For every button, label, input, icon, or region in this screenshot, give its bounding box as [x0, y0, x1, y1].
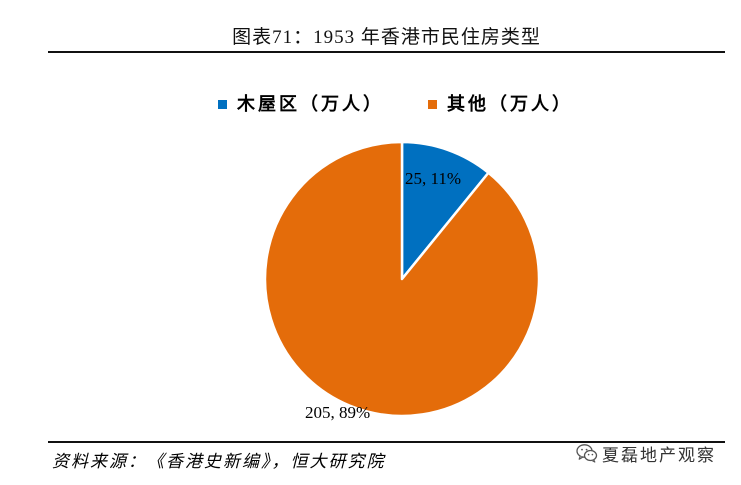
- legend-label-wooden-huts: 木屋区（万人）: [237, 94, 384, 114]
- watermark: 夏磊地产观察: [576, 442, 716, 465]
- title-divider: [48, 51, 725, 53]
- legend-swatch-others: [428, 99, 437, 109]
- legend-swatch-wooden-huts: [218, 99, 227, 109]
- legend-item-wooden-huts: 木屋区（万人）: [218, 92, 384, 116]
- wechat-icon: [576, 444, 598, 463]
- footer-divider: [48, 441, 725, 443]
- watermark-text: 夏磊地产观察: [602, 445, 716, 465]
- legend-label-others: 其他（万人）: [447, 94, 573, 114]
- chart-title: 图表71：1953 年香港市民住房类型: [232, 27, 541, 48]
- data-label-others: 205, 89%: [305, 403, 370, 422]
- pie-slice-wooden-huts: [400, 140, 490, 281]
- data-label-wooden-huts: 25, 11%: [405, 169, 461, 188]
- pie-slice-others: [263, 140, 541, 418]
- source-note: 资料来源：《香港史新编》，恒大研究院: [52, 452, 386, 471]
- legend-item-others: 其他（万人）: [428, 92, 573, 116]
